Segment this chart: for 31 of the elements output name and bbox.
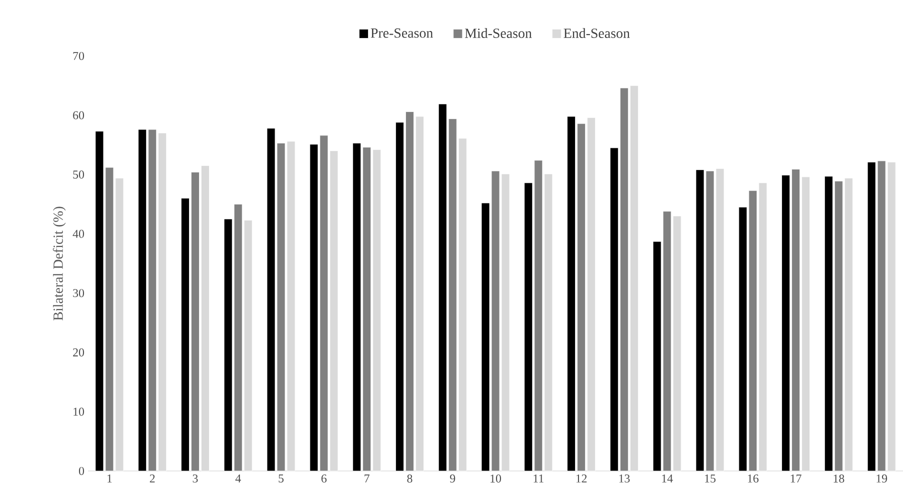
x-tick-label: 1 xyxy=(108,474,112,482)
x-tick-label: 8 xyxy=(407,474,412,483)
y-axis-title: Bilateral Deficit (%) xyxy=(52,206,66,320)
legend-label: Mid-Season xyxy=(464,28,532,38)
x-tick-label: 9 xyxy=(450,474,456,483)
x-tick-label: 6 xyxy=(321,474,327,483)
x-tick-label: 19 xyxy=(876,474,888,483)
legend-label: End-Season xyxy=(564,28,630,38)
x-tick-label: 12 xyxy=(576,474,587,482)
x-tick-label: 18 xyxy=(834,474,844,483)
x-tick-label: 5 xyxy=(278,474,284,482)
x-tick-label: 17 xyxy=(790,474,802,482)
x-tick-label: 3 xyxy=(192,474,198,483)
x-tick-label: 2 xyxy=(150,474,155,482)
y-tick-label: 60 xyxy=(73,111,84,120)
x-tick-label: 14 xyxy=(662,474,673,482)
x-tick-label: 11 xyxy=(534,474,544,482)
x-tick-label: 16 xyxy=(748,474,759,483)
y-tick-label: 70 xyxy=(73,52,84,60)
y-tick-label: 20 xyxy=(73,348,84,356)
y-tick-label: 10 xyxy=(74,408,84,416)
x-tick-label: 15 xyxy=(705,474,716,483)
x-tick-label: 10 xyxy=(490,474,502,483)
y-tick-label: 30 xyxy=(73,289,84,298)
y-tick-label: 40 xyxy=(72,230,84,238)
x-tick-label: 7 xyxy=(364,474,370,482)
y-tick-label: 0 xyxy=(78,466,84,476)
legend-label: Pre-Season xyxy=(370,28,433,38)
x-tick-label: 13 xyxy=(619,474,630,483)
y-tick-label: 50 xyxy=(73,170,84,179)
x-tick-label: 4 xyxy=(235,474,241,482)
